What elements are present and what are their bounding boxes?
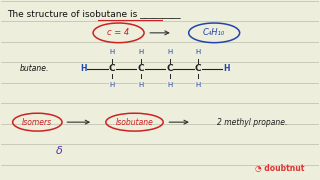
Text: c = 4: c = 4 [108, 28, 130, 37]
Text: C: C [166, 64, 173, 73]
Text: 2 methyl propane.: 2 methyl propane. [217, 118, 288, 127]
Text: Isobutane: Isobutane [116, 118, 154, 127]
Text: The structure of isobutane is _________: The structure of isobutane is _________ [7, 9, 181, 18]
Text: C: C [195, 64, 202, 73]
Text: C: C [109, 64, 116, 73]
Text: H: H [138, 82, 143, 88]
Text: Isomers: Isomers [22, 118, 52, 127]
Text: H: H [167, 82, 172, 88]
Text: H: H [224, 64, 230, 73]
Text: C₄H₁₀: C₄H₁₀ [203, 28, 225, 37]
Text: ◔ doubtnut: ◔ doubtnut [255, 164, 304, 173]
Text: H: H [80, 64, 87, 73]
Text: H: H [196, 82, 201, 88]
Text: H: H [109, 50, 115, 55]
Text: butane.: butane. [20, 64, 49, 73]
Text: δ: δ [56, 146, 63, 156]
Text: H: H [196, 50, 201, 55]
Text: H: H [109, 82, 115, 88]
Text: C: C [138, 64, 144, 73]
Text: H: H [167, 50, 172, 55]
Text: H: H [138, 50, 143, 55]
